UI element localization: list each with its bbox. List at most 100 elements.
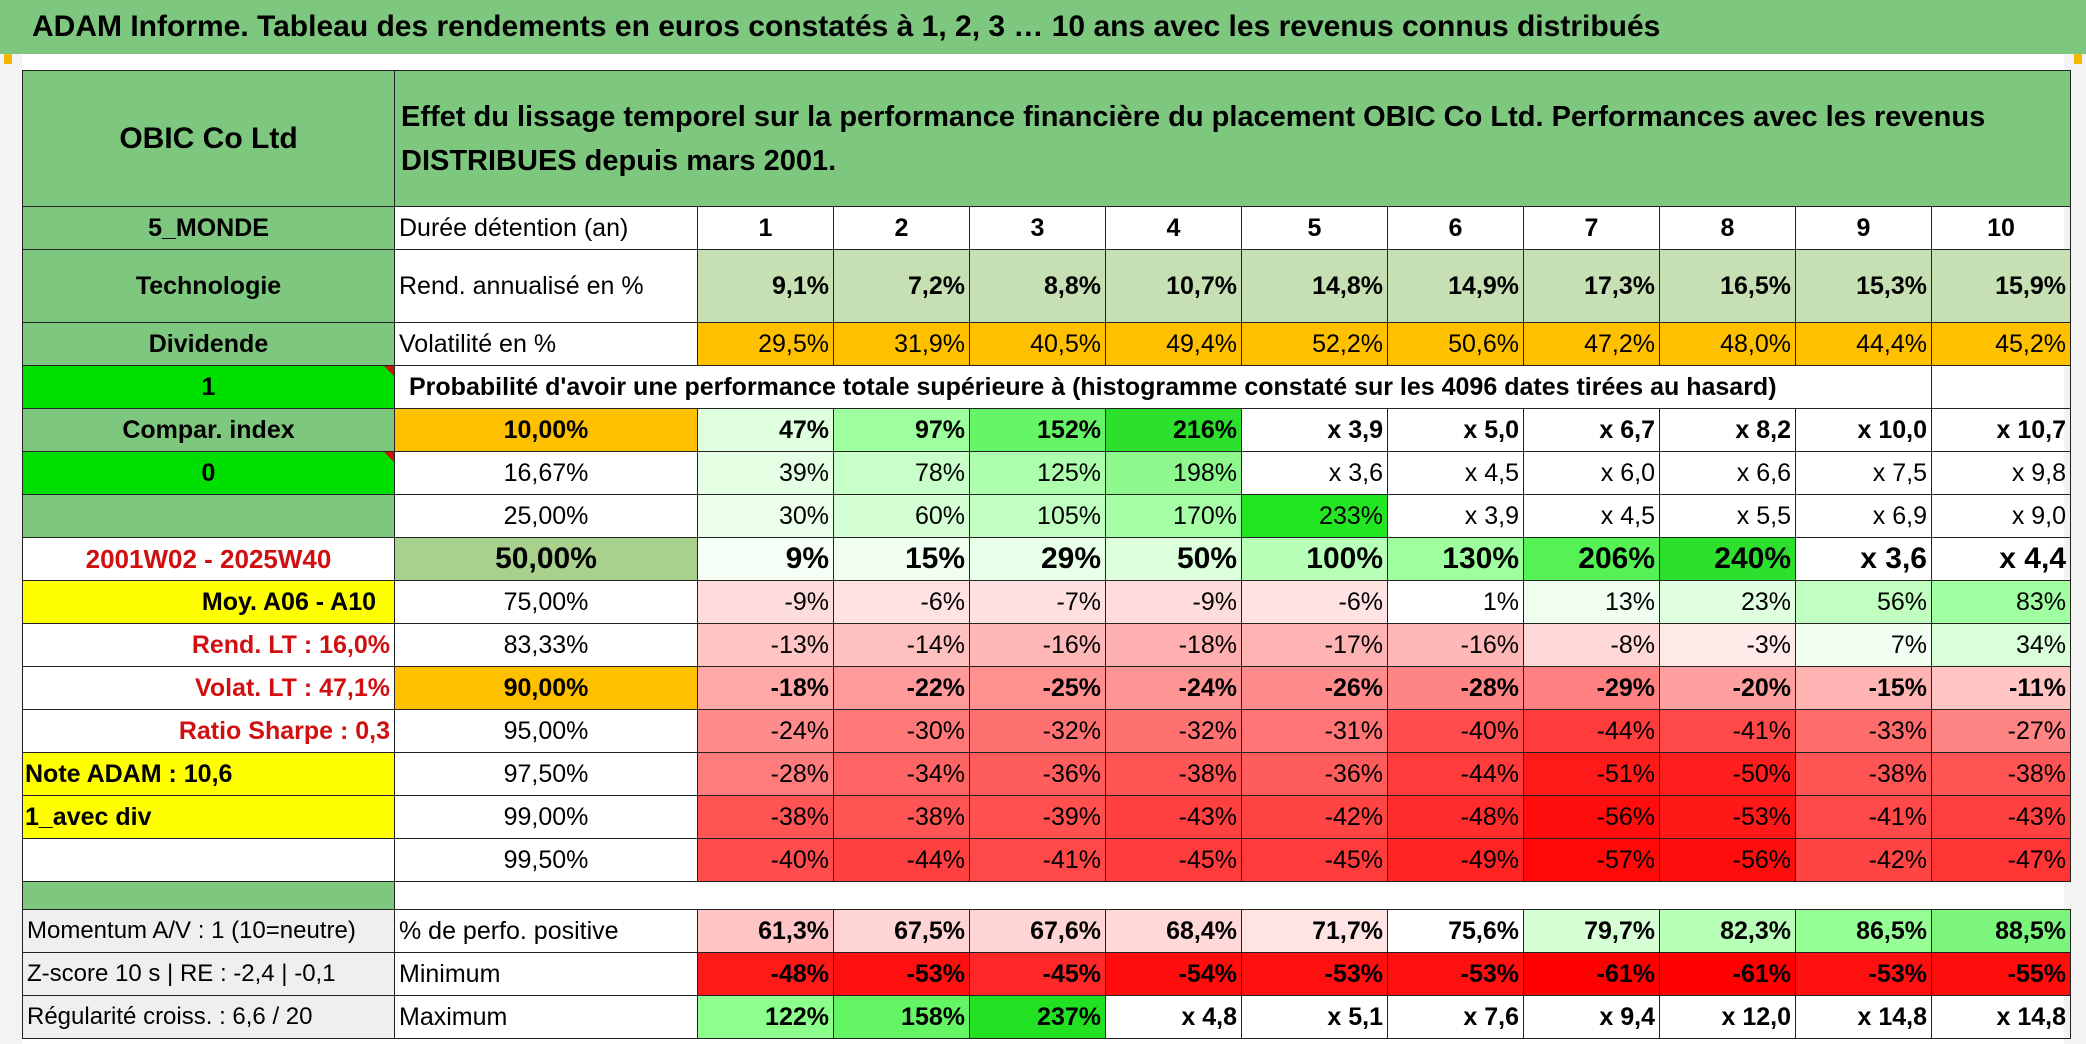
- summary-cell: x 4,8: [1105, 995, 1242, 1039]
- percentile-cell: 125%: [969, 451, 1106, 495]
- percentile-cell: 15%: [833, 537, 970, 581]
- percentile-cell: x 4,4: [1930, 537, 2072, 581]
- percentile-label: 97,50%: [394, 752, 698, 796]
- empty-label: [22, 494, 395, 538]
- percentile-cell: -34%: [833, 752, 970, 796]
- percentile-cell: -32%: [969, 709, 1106, 753]
- empty-label: [22, 838, 395, 882]
- percentile-label: 99,00%: [394, 795, 698, 839]
- percentile-cell: -48%: [1387, 795, 1524, 839]
- percentile-cell: 34%: [1930, 623, 2072, 667]
- percentile-cell: -11%: [1930, 666, 2072, 710]
- summary-cell: x 12,0: [1659, 995, 1796, 1039]
- percentile-cell: -14%: [833, 623, 970, 667]
- percentile-cell: -56%: [1659, 838, 1796, 882]
- percentile-cell: -22%: [833, 666, 970, 710]
- percentile-cell: 13%: [1523, 580, 1660, 624]
- percentile-cell: -8%: [1523, 623, 1660, 667]
- summary-cell: -53%: [1795, 952, 1932, 996]
- percentile-cell: -36%: [1241, 752, 1388, 796]
- rend-cell: 7,2%: [833, 249, 970, 323]
- percentile-cell: x 4,5: [1523, 494, 1660, 538]
- percentile-cell: -7%: [969, 580, 1106, 624]
- percentile-cell: -30%: [833, 709, 970, 753]
- percentile-cell: -6%: [1241, 580, 1388, 624]
- dividend-flag: 1: [22, 365, 395, 409]
- summary-cell: -61%: [1659, 952, 1796, 996]
- summary-cell: 82,3%: [1659, 909, 1796, 953]
- summary-cell: 71,7%: [1241, 909, 1388, 953]
- percentile-cell: x 3,9: [1387, 494, 1524, 538]
- summary-cell: x 9,4: [1523, 995, 1660, 1039]
- percentile-cell: -16%: [969, 623, 1106, 667]
- empty-cell: [1930, 365, 2072, 409]
- sector-label: Technologie: [22, 249, 395, 323]
- percentile-cell: 30%: [697, 494, 834, 538]
- year-header: 7: [1523, 206, 1660, 250]
- percentile-cell: -41%: [969, 838, 1106, 882]
- vol-label: Volatilité en %: [394, 322, 698, 366]
- vol-cell: 48,0%: [1659, 322, 1796, 366]
- percentile-cell: -3%: [1659, 623, 1796, 667]
- maximum-label: Maximum: [394, 995, 698, 1039]
- percentile-cell: -27%: [1930, 709, 2072, 753]
- percentile-cell: -9%: [1105, 580, 1242, 624]
- summary-cell: 86,5%: [1795, 909, 1932, 953]
- vol-cell: 40,5%: [969, 322, 1106, 366]
- percentile-cell: -51%: [1523, 752, 1660, 796]
- percentile-cell: -20%: [1659, 666, 1796, 710]
- percentile-label: 90,00%: [394, 666, 698, 710]
- percentile-cell: -57%: [1523, 838, 1660, 882]
- rend-cell: 8,8%: [969, 249, 1106, 323]
- separator-green: [22, 881, 395, 910]
- percentile-cell: -29%: [1523, 666, 1660, 710]
- percentile-cell: -36%: [969, 752, 1106, 796]
- percentile-cell: -43%: [1105, 795, 1242, 839]
- vol-cell: 52,2%: [1241, 322, 1388, 366]
- percentile-cell: -40%: [1387, 709, 1524, 753]
- percentile-cell: -15%: [1795, 666, 1932, 710]
- percentile-cell: 100%: [1241, 537, 1388, 581]
- rend-label: Rend. annualisé en %: [394, 249, 698, 323]
- summary-cell: 67,6%: [969, 909, 1106, 953]
- percentile-cell: x 3,6: [1795, 537, 1932, 581]
- zscore-label: Z-score 10 s | RE : -2,4 | -0,1: [22, 952, 395, 996]
- percentile-cell: -44%: [833, 838, 970, 882]
- summary-cell: 237%: [969, 995, 1106, 1039]
- percentile-cell: -28%: [1387, 666, 1524, 710]
- period-label: 2001W02 - 2025W40: [22, 537, 395, 581]
- corner-tick: [2074, 54, 2082, 64]
- percentile-cell: x 4,5: [1387, 451, 1524, 495]
- percentile-cell: x 9,0: [1930, 494, 2072, 538]
- momentum-label: Momentum A/V : 1 (10=neutre): [22, 909, 395, 953]
- compar-index-label: Compar. index: [22, 408, 395, 452]
- rend-cell: 10,7%: [1105, 249, 1242, 323]
- summary-cell: -53%: [1387, 952, 1524, 996]
- positive-perf-label: % de perfo. positive: [394, 909, 698, 953]
- percentile-cell: -18%: [697, 666, 834, 710]
- corner-tick: [4, 54, 12, 64]
- year-header: 1: [697, 206, 834, 250]
- percentile-cell: -6%: [833, 580, 970, 624]
- percentile-cell: -53%: [1659, 795, 1796, 839]
- summary-cell: 158%: [833, 995, 970, 1039]
- percentile-cell: -32%: [1105, 709, 1242, 753]
- percentile-cell: 97%: [833, 408, 970, 452]
- percentile-cell: -44%: [1523, 709, 1660, 753]
- percentile-cell: 29%: [969, 537, 1106, 581]
- zone-label: 5_MONDE: [22, 206, 395, 250]
- summary-cell: x 7,6: [1387, 995, 1524, 1039]
- percentile-cell: 216%: [1105, 408, 1242, 452]
- dividend-label: Dividende: [22, 322, 395, 366]
- separator-row: [394, 881, 2071, 910]
- table-description: Effet du lissage temporel sur la perform…: [393, 70, 2072, 207]
- summary-cell: x 14,8: [1930, 995, 2072, 1039]
- summary-cell: -45%: [969, 952, 1106, 996]
- percentile-cell: -31%: [1241, 709, 1388, 753]
- percentile-cell: 152%: [969, 408, 1106, 452]
- percentile-cell: -45%: [1105, 838, 1242, 882]
- summary-cell: -54%: [1105, 952, 1242, 996]
- percentile-cell: x 5,0: [1387, 408, 1524, 452]
- percentile-cell: -9%: [697, 580, 834, 624]
- rend-lt-label: Rend. LT : 16,0%: [22, 623, 395, 667]
